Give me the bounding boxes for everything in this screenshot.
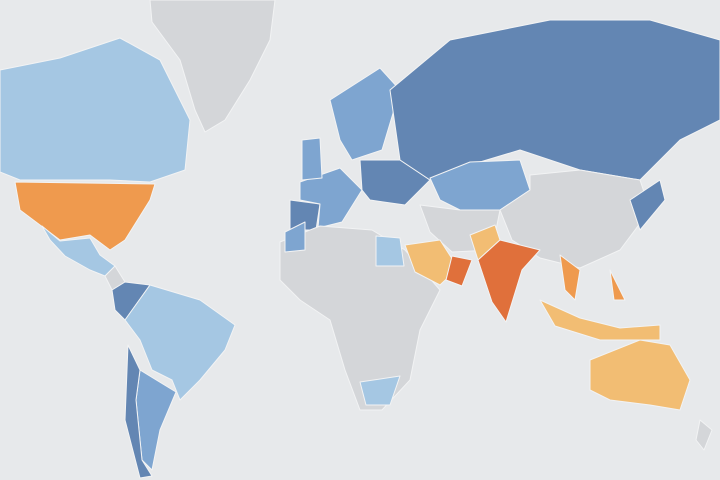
south-africa — [359, 375, 401, 406]
southeast-asia — [559, 254, 581, 301]
oman — [445, 255, 473, 287]
canada — [0, 37, 191, 183]
united-states — [14, 181, 156, 251]
japan — [629, 179, 666, 231]
new-zealand — [695, 419, 713, 451]
scandinavia — [329, 67, 401, 161]
india — [477, 239, 541, 323]
greenland — [149, 0, 276, 133]
egypt — [375, 235, 405, 267]
united-kingdom — [301, 137, 323, 181]
philippines — [609, 269, 626, 301]
chile — [124, 344, 153, 479]
brazil — [124, 284, 236, 401]
indonesia — [539, 299, 661, 341]
africa — [279, 225, 441, 411]
australia — [589, 339, 691, 411]
western-europe — [299, 167, 363, 229]
morocco — [284, 221, 306, 253]
